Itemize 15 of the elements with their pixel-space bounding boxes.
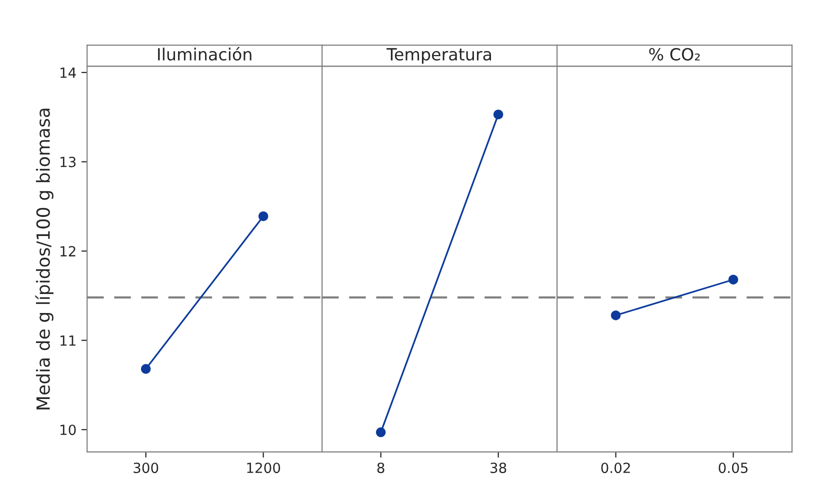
y-axis-title: Media de g lípidos/100 g biomasa (35, 108, 54, 410)
y-tick-label: 14 (60, 68, 76, 78)
chart-title: Temperatura (386, 48, 491, 64)
x-tick-label: 1200 (247, 462, 280, 474)
chart-title: % CO₂ (649, 48, 700, 61)
x-tick-label: 0.02 (601, 462, 630, 474)
chart-title: Iluminación (158, 47, 252, 61)
x-tick-label: 300 (134, 462, 158, 474)
y-tick-label: 10 (60, 424, 76, 436)
y-tick-label: 13 (60, 156, 76, 168)
y-tick-label: 12 (60, 246, 76, 256)
x-tick-label: 38 (490, 462, 506, 474)
x-tick-label: 8 (377, 462, 384, 474)
x-tick-label: 0.05 (718, 462, 748, 474)
y-tick-label: 11 (60, 335, 76, 346)
